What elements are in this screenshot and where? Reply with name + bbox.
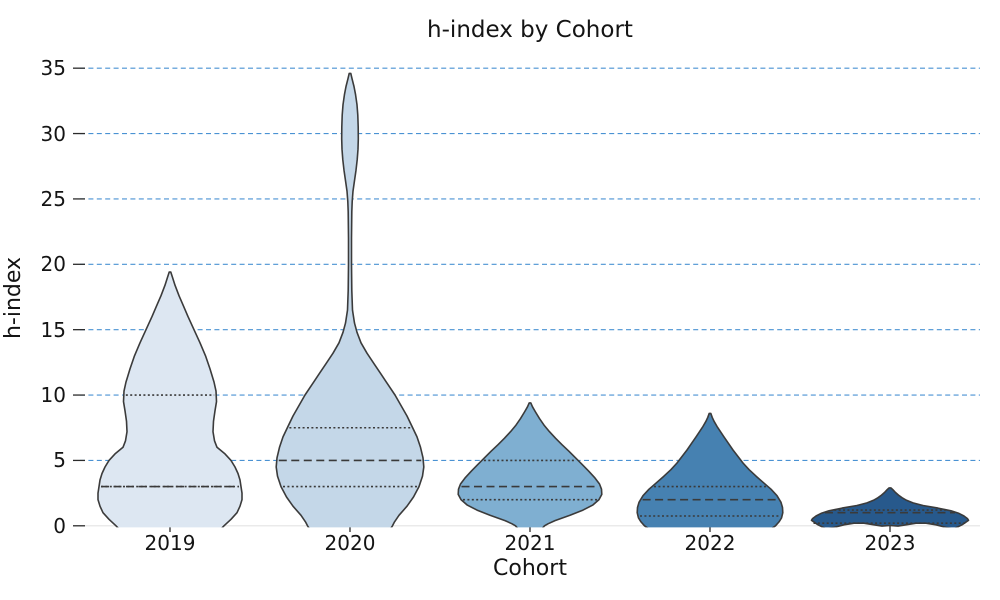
x-tick-label-2020: 2020 xyxy=(324,531,376,555)
violin-2023 xyxy=(810,487,970,528)
x-tick-label-2023: 2023 xyxy=(864,531,916,555)
y-tick-label-30: 30 xyxy=(40,121,66,146)
x-tick-label-2021: 2021 xyxy=(504,531,556,555)
violins-group xyxy=(97,72,970,528)
chart-title: h-index by Cohort xyxy=(427,17,633,43)
y-axis-label: h-index xyxy=(1,256,26,340)
y-tick-label-20: 20 xyxy=(40,252,66,277)
x-axis-label: Cohort xyxy=(493,556,567,581)
violin-2022 xyxy=(636,412,784,528)
y-tick-label-10: 10 xyxy=(40,383,66,408)
y-tick-label-35: 35 xyxy=(40,56,66,81)
y-tick-label-5: 5 xyxy=(53,448,66,473)
violin-2020 xyxy=(275,72,425,528)
y-tick-label-15: 15 xyxy=(40,317,66,342)
x-tick-label-2022: 2022 xyxy=(684,531,736,555)
x-tick-label-2019: 2019 xyxy=(144,531,196,555)
violin-2019 xyxy=(97,271,243,528)
y-tick-label-25: 25 xyxy=(40,186,66,211)
violin-2021 xyxy=(457,402,603,528)
y-tick-label-0: 0 xyxy=(53,513,66,538)
